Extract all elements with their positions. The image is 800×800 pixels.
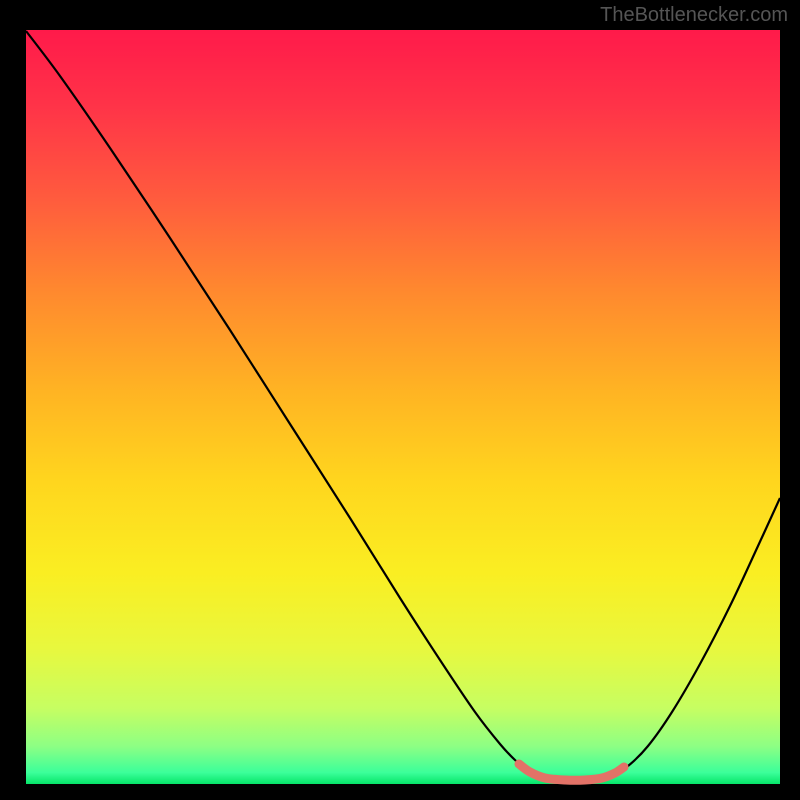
watermark-text: TheBottlenecker.com [600,4,788,27]
bottleneck-chart [0,0,800,800]
plot-background [26,30,780,784]
chart-container: TheBottlenecker.com [0,0,800,800]
